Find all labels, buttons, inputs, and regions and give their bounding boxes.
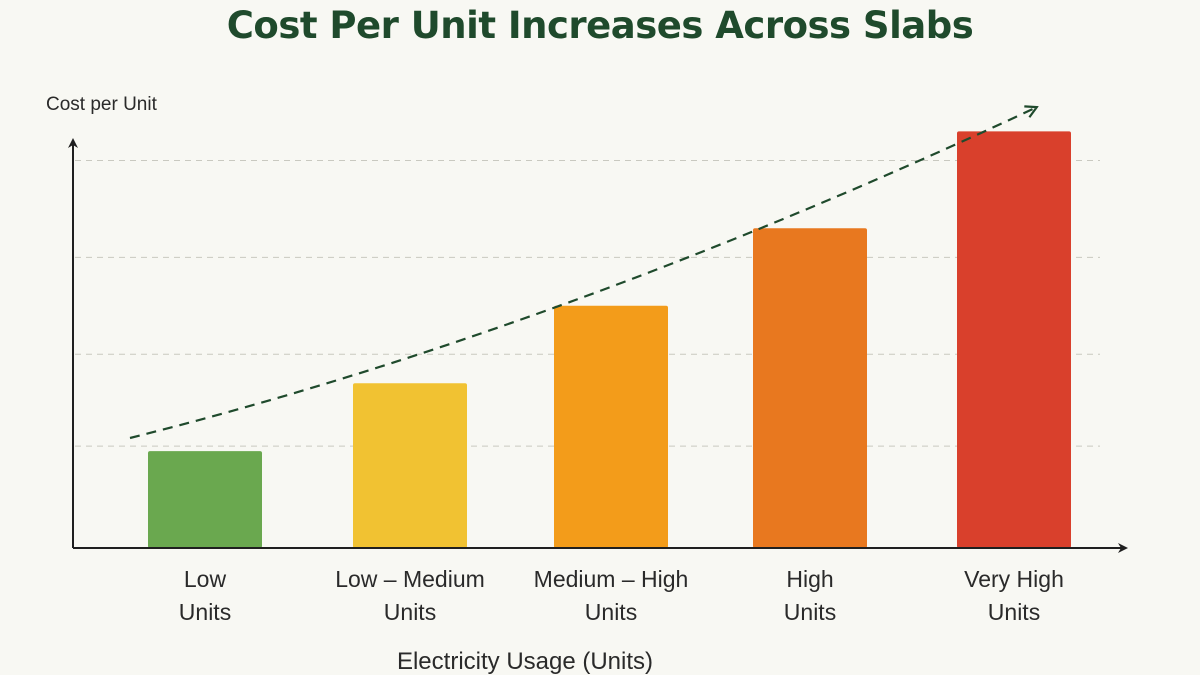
bar: [957, 131, 1071, 548]
axes: [68, 138, 1128, 553]
gridlines: [75, 159, 1100, 447]
bars: [148, 131, 1071, 548]
trend-arrow: [129, 108, 1035, 440]
bar: [554, 305, 668, 548]
bar: [753, 228, 867, 548]
category-label: Low – Medium Units: [335, 566, 485, 625]
y-axis-label: Cost per Unit: [46, 94, 157, 115]
category-label: Very High Units: [964, 566, 1064, 625]
trend-line: [129, 108, 1035, 440]
x-axis-label: Electricity Usage (Units): [396, 648, 654, 675]
category-label: High Units: [784, 566, 836, 625]
category-labels: Low Units Low – Medium Units Medium – High Un…: [179, 566, 1064, 625]
bar: [353, 383, 467, 548]
category-label: Low Units: [179, 566, 231, 625]
bar: [148, 451, 262, 548]
chart-title: Cost Per Unit Increases Across Slabs: [226, 4, 974, 47]
category-label: Medium – High Units: [534, 566, 689, 625]
